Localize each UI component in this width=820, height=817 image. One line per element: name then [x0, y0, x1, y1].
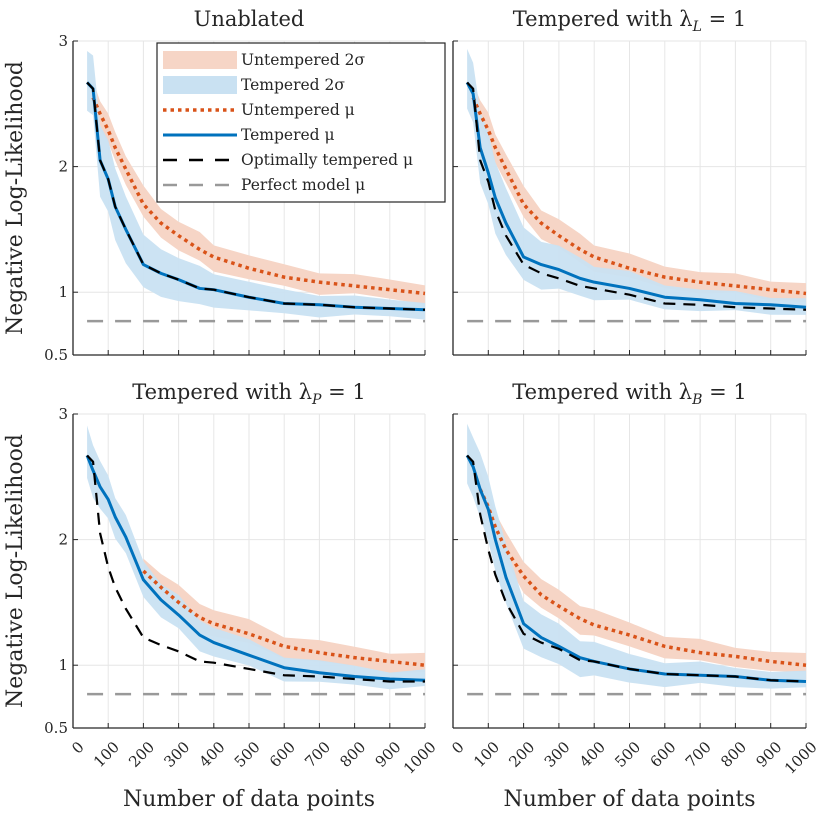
x-tick-label: 300 — [160, 738, 193, 771]
legend-label: Perfect model μ — [241, 176, 365, 194]
panel-title: Unablated — [194, 7, 305, 31]
x-tick-label: 1000 — [781, 738, 820, 778]
x-tick-label: 800 — [336, 738, 369, 771]
tempered-mean-line — [465, 81, 807, 309]
legend-label: Tempered μ — [241, 126, 335, 144]
y-tick-label: 1 — [58, 656, 68, 674]
x-tick-label: 900 — [372, 738, 405, 771]
x-tick-label: 500 — [611, 738, 644, 771]
optimally-tempered-mean-line — [86, 81, 426, 311]
panel-title: Tempered with λP = 1 — [132, 380, 366, 408]
x-tick-label: 100 — [90, 738, 123, 771]
optimally-tempered-mean-line — [466, 81, 807, 311]
panel-title: Tempered with λB = 1 — [512, 380, 746, 408]
optimally-tempered-mean-line — [466, 454, 807, 683]
y-axis-label: Negative Log-Likelihood — [3, 61, 28, 335]
untempered-2sigma-band — [143, 558, 425, 673]
legend-item-tempered-band: Tempered 2σ — [163, 76, 345, 94]
panel-2: Tempered with λL = 1 — [452, 7, 807, 356]
x-tick-label: 400 — [576, 738, 609, 771]
y-tick-label: 0.5 — [44, 346, 68, 364]
legend-swatch — [163, 76, 237, 94]
legend-label: Tempered 2σ — [241, 76, 345, 94]
tempered-2sigma-band — [87, 425, 425, 690]
x-tick-label: 700 — [301, 738, 334, 771]
x-tick-label: 800 — [717, 738, 750, 771]
x-tick-label: 200 — [505, 738, 538, 771]
untempered-2sigma-band — [480, 471, 806, 673]
untempered-mean-line — [91, 96, 426, 296]
x-tick-label: 600 — [647, 738, 680, 771]
legend-item-untempered-band: Untempered 2σ — [163, 51, 366, 69]
y-axis-label: Negative Log-Likelihood — [3, 434, 28, 708]
x-tick-label: 600 — [266, 738, 299, 771]
legend-item-tempered-mu: Tempered μ — [163, 126, 335, 144]
y-tick-label: 3 — [58, 32, 68, 50]
legend-label: Optimally tempered μ — [241, 151, 413, 169]
legend-item-optimal-mu: Optimally tempered μ — [163, 151, 413, 169]
optimally-tempered-mean-line — [86, 454, 425, 683]
x-axis-label: Number of data points — [123, 787, 375, 812]
y-tick-label: 0.5 — [44, 719, 68, 737]
y-tick-label: 2 — [58, 158, 68, 176]
x-tick-label: 300 — [541, 738, 574, 771]
tempered-mean-line — [85, 454, 426, 682]
x-tick-label: 400 — [196, 738, 229, 771]
x-tick-label: 700 — [682, 738, 715, 771]
legend: Untempered 2σ Tempered 2σ Untempered μ Temp… — [156, 42, 446, 203]
untempered-mean-line — [142, 569, 426, 667]
tempered-2sigma-band — [467, 423, 806, 689]
x-axis-label: Number of data points — [503, 787, 755, 812]
x-tick-label: 0 — [448, 738, 467, 757]
x-tick-label: 200 — [125, 738, 158, 771]
y-tick-label: 1 — [58, 283, 68, 301]
panel-title: Tempered with λL = 1 — [513, 7, 746, 35]
legend-label: Untempered 2σ — [241, 51, 366, 69]
legend-item-untempered-mu: Untempered μ — [163, 101, 355, 119]
y-tick-label: 3 — [58, 405, 68, 423]
y-tick-label: 2 — [58, 531, 68, 549]
legend-box — [156, 42, 446, 203]
untempered-2sigma-band — [93, 80, 426, 305]
untempered-mean-line — [478, 488, 807, 667]
x-tick-label: 900 — [752, 738, 785, 771]
x-tick-label: 500 — [231, 738, 264, 771]
untempered-2sigma-band — [473, 82, 806, 303]
x-tick-label: 100 — [470, 738, 503, 771]
legend-item-perfect-mu: Perfect model μ — [163, 176, 365, 194]
x-tick-label: 1000 — [400, 738, 440, 778]
untempered-mean-line — [471, 96, 807, 296]
tempered-2sigma-band — [467, 48, 806, 315]
x-tick-label: 0 — [68, 738, 87, 757]
legend-swatch — [163, 51, 237, 69]
legend-label: Untempered μ — [241, 101, 355, 119]
